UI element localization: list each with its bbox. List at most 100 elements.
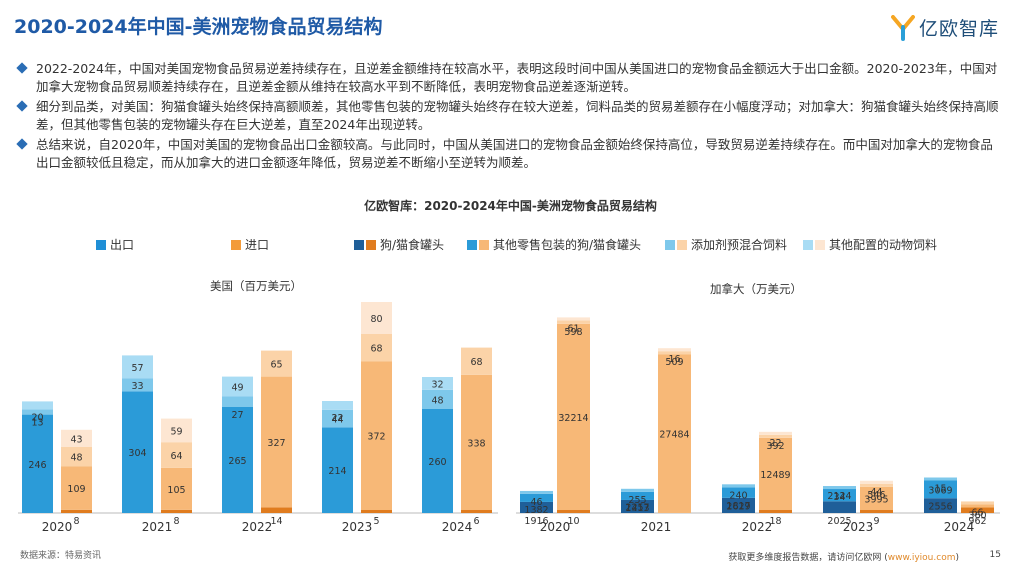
bar-segment — [161, 509, 192, 513]
data-label: 9 — [873, 516, 879, 527]
bar-segment — [658, 351, 691, 355]
bar-segment — [722, 484, 755, 488]
bar-segment — [557, 317, 590, 321]
data-label: 2556 — [928, 502, 952, 513]
data-label: 2257 — [625, 502, 649, 513]
bar-segment — [722, 497, 755, 513]
bar-segment — [61, 429, 92, 447]
bar-segment — [122, 378, 153, 392]
legend-swatch — [231, 239, 241, 250]
data-label: 32 — [431, 379, 443, 390]
bullet-text: 2022-2024年，中国对美国宠物食品贸易逆差持续存在，且逆差金额维持在较高水… — [36, 61, 998, 94]
bar-segment — [557, 510, 590, 513]
bar-segment — [361, 302, 392, 334]
bar-segment — [161, 467, 192, 510]
data-label: 66 — [971, 507, 983, 518]
bar-segment — [759, 437, 792, 510]
footer-suffix: ) — [955, 553, 959, 563]
data-label: 360 — [968, 510, 986, 521]
legend-swatch — [815, 239, 825, 250]
bar-segment — [924, 480, 957, 499]
bar-segment — [961, 501, 994, 505]
legend-label: 其他零售包装的狗/猫食罐头 — [493, 238, 642, 252]
website-link[interactable]: www.iyiou.com — [887, 553, 956, 563]
data-label: 105 — [167, 485, 185, 496]
data-label: 61 — [567, 323, 579, 334]
chart-title: 亿欧智库：2020-2024年中国-美洲宠物食品贸易结构 — [364, 199, 657, 213]
x-tick-label: 2024 — [442, 520, 473, 534]
data-label: 6 — [473, 516, 479, 527]
bar-segment — [759, 434, 792, 438]
bar-segment — [422, 389, 453, 409]
x-tick-label: 2024 — [944, 520, 975, 534]
bar-segment — [461, 374, 492, 510]
legend-swatch — [467, 239, 477, 250]
data-label: 260 — [428, 457, 446, 468]
data-label: 13 — [31, 418, 43, 429]
data-label: 2025 — [827, 516, 851, 527]
bar-segment — [520, 490, 553, 494]
data-label: 1916 — [524, 516, 548, 527]
bar-segment — [520, 501, 553, 513]
x-tick-label: 2021 — [142, 520, 173, 534]
bar-segment — [161, 418, 192, 443]
data-label: 48 — [431, 395, 443, 406]
bar-segment — [261, 350, 292, 377]
bullet-text: 细分到品类，对美国：狗猫食罐头始终保持高额顺差，其他零售包装的宠物罐头始终存在较… — [36, 99, 999, 132]
data-label: 1382 — [524, 505, 548, 516]
data-label: 48 — [70, 453, 82, 464]
data-label: 546 — [867, 490, 885, 501]
data-label: 46 — [530, 497, 542, 508]
data-label: 57 — [131, 363, 143, 374]
data-label: 240 — [729, 490, 747, 501]
legend-item-other-feed: 其他配置的动物饲料 — [803, 236, 937, 253]
data-label: 338 — [467, 438, 485, 449]
data-label: 5 — [373, 516, 379, 527]
data-label: 22 — [769, 438, 781, 449]
data-label: 509 — [665, 357, 683, 368]
data-label: 8 — [73, 516, 79, 527]
bar-segment — [361, 361, 392, 510]
yiou-logo-icon — [890, 14, 915, 41]
x-tick-label: 2022 — [742, 520, 773, 534]
data-label: 27 — [231, 410, 243, 421]
x-tick-label: 2021 — [641, 520, 672, 534]
legend-item-other-retail-canned: 其他零售包装的狗/猫食罐头 — [467, 236, 641, 253]
chart-subtitle: 美国（百万美元） — [210, 279, 302, 293]
data-label: 68 — [370, 344, 382, 355]
x-tick-label: 2022 — [242, 520, 273, 534]
bar-segment — [322, 401, 353, 410]
data-label: 598 — [564, 327, 582, 338]
legend-swatch — [677, 239, 687, 250]
bar-segment — [461, 510, 492, 513]
bar-segment — [621, 491, 654, 500]
data-label: 12489 — [760, 470, 790, 481]
bar-segment — [222, 396, 253, 407]
bar-segment — [759, 431, 792, 435]
bar-segment — [361, 334, 392, 362]
bar-segment — [22, 409, 53, 415]
legend-swatch — [803, 239, 813, 250]
x-tick-label: 2020 — [540, 520, 571, 534]
bar-segment — [658, 354, 691, 513]
bar-segment — [557, 320, 590, 324]
bar-segment — [823, 501, 856, 513]
data-label: 68 — [470, 357, 482, 368]
bar-segment — [961, 507, 994, 513]
legend-label: 其他配置的动物饲料 — [829, 238, 938, 252]
data-label: 34 — [833, 492, 845, 503]
bar-segment — [658, 348, 691, 352]
footer-note: 获取更多维度报告数据，请访问亿欧网 (www.iyiou.com) — [728, 550, 959, 563]
data-label: 2629 — [726, 501, 750, 512]
bar-segment — [823, 486, 856, 490]
brand-logo: 亿欧智库 — [890, 14, 999, 41]
bullet-item: 总结来说，自2020年，中国对美国的宠物食品出口金额较高。与此同时，中国从美国进… — [14, 136, 1004, 172]
data-label: 109 — [67, 484, 85, 495]
legend-swatch — [96, 239, 106, 250]
data-label: 43 — [70, 434, 82, 445]
data-label: 33 — [131, 381, 143, 392]
data-label: 44 — [331, 415, 343, 426]
legend-label: 出口 — [110, 238, 135, 252]
bar-segment — [860, 483, 893, 487]
